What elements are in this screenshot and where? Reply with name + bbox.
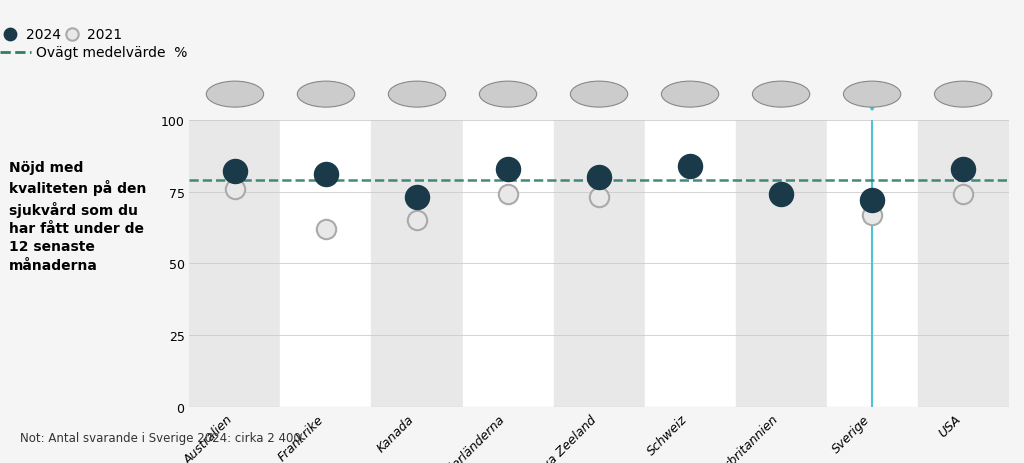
Point [591, 174, 607, 181]
Point [864, 197, 881, 205]
Bar [189, 120, 281, 407]
Point [773, 191, 790, 199]
Text: Ovägt medelvärde  %: Ovägt medelvärde % [36, 46, 187, 60]
Point [409, 217, 425, 225]
Point [591, 194, 607, 201]
Point [500, 165, 516, 173]
Bar [463, 120, 554, 407]
Bar [826, 120, 918, 407]
Text: Not: Antal svarande i Sverige 2024: cirka 2 400.: Not: Antal svarande i Sverige 2024: cirk… [20, 432, 305, 444]
Point [955, 165, 972, 173]
Bar [735, 120, 826, 407]
Point [682, 163, 698, 170]
Text: 2024: 2024 [26, 28, 60, 42]
Text: Nöjd med
kvaliteten på den
sjukvård som du
har fått under de
12 senaste
månadern: Nöjd med kvaliteten på den sjukvård som … [9, 161, 146, 272]
Point [955, 191, 972, 199]
Point [226, 169, 243, 176]
Point [864, 212, 881, 219]
Point [409, 194, 425, 201]
Bar [554, 120, 644, 407]
Point [226, 186, 243, 193]
Text: 2021: 2021 [87, 28, 122, 42]
Point [317, 226, 334, 233]
Point [500, 191, 516, 199]
Bar [644, 120, 735, 407]
Point [317, 171, 334, 179]
Bar [372, 120, 463, 407]
Bar [281, 120, 372, 407]
Bar [918, 120, 1009, 407]
